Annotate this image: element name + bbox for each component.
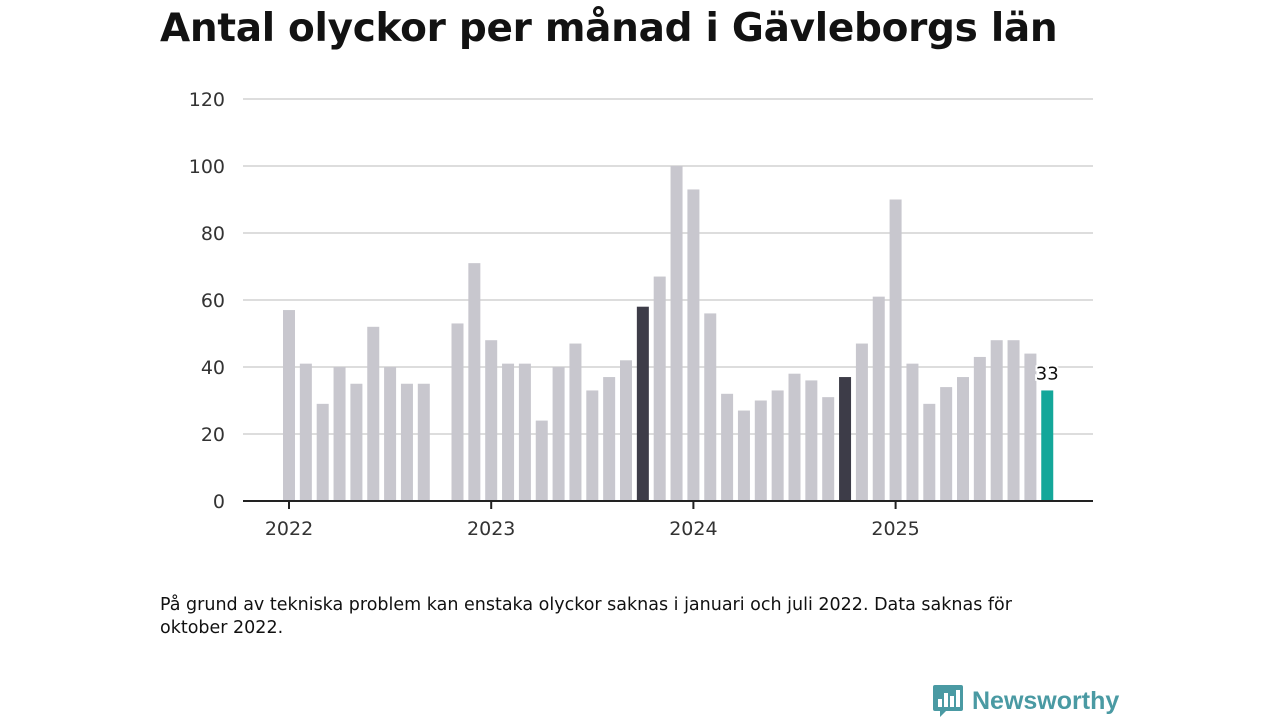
bar-2024-11: [855, 343, 868, 501]
bar-2022-08: [400, 383, 413, 501]
bar-2025-01: [889, 199, 902, 501]
bar-2024-02: [704, 313, 717, 501]
footnote: På grund av tekniska problem kan enstaka…: [160, 595, 1012, 638]
y-tick-label: 20: [201, 424, 225, 446]
y-tick-label: 120: [189, 89, 225, 111]
bar-2023-09: [620, 360, 632, 501]
bar-2025-08: [1007, 340, 1020, 501]
bar-2024-09: [822, 397, 835, 501]
y-tick-label: 80: [201, 223, 225, 245]
bar-2025-06: [973, 356, 986, 501]
bar-2024-04: [737, 410, 750, 501]
bar-2023-08: [603, 377, 616, 501]
bar-2024-12: [872, 296, 885, 501]
bar-2025-09: [1024, 353, 1037, 501]
bar-chart-speech-icon: [933, 685, 963, 717]
bar-2025-10: [1041, 390, 1054, 501]
y-tick-label: 40: [201, 357, 225, 379]
data-label-2025-10: 33: [1036, 363, 1059, 384]
bar-2022-02: [299, 363, 312, 501]
bar-2024-07: [788, 373, 801, 501]
bar-2024-05: [754, 400, 767, 501]
y-tick-label: 60: [201, 290, 225, 312]
bar-2025-02: [906, 363, 919, 501]
bar-2024-06: [771, 390, 784, 501]
x-tick-label: 2022: [265, 518, 313, 540]
bar-2023-05: [552, 367, 565, 501]
bar-2022-05: [350, 383, 363, 501]
bar-2022-07: [384, 367, 397, 501]
newsworthy-logo[interactable]: Newsworthy: [932, 684, 1119, 718]
bar-2025-05: [957, 377, 969, 501]
bar-2023-06: [569, 343, 582, 501]
bar-2022-11: [451, 323, 464, 501]
bar-2022-03: [316, 403, 329, 501]
bar-2022-04: [333, 367, 346, 501]
x-tick-label: 2024: [669, 518, 717, 540]
bar-2025-07: [990, 340, 1003, 501]
brand-name: Newsworthy: [972, 686, 1120, 715]
x-tick-label: 2025: [871, 518, 919, 540]
bar-2024-03: [721, 393, 734, 501]
x-tick-label: 2023: [467, 518, 515, 540]
bar-2023-01: [485, 340, 498, 501]
bar-2022-09: [417, 383, 430, 501]
bar-2024-10: [839, 377, 852, 501]
bar-2023-04: [535, 420, 548, 501]
chart-title: Antal olyckor per månad i Gävleborgs län: [160, 6, 1058, 51]
bar-2023-02: [502, 363, 515, 501]
bar-2022-12: [468, 263, 481, 501]
bar-2023-12: [670, 166, 683, 501]
y-tick-label: 100: [189, 156, 225, 178]
bar-2023-10: [636, 306, 649, 501]
bar-2024-01: [687, 189, 700, 501]
bar-2023-07: [586, 390, 599, 501]
bars: [283, 166, 1054, 501]
bar-2024-08: [805, 380, 818, 501]
bar-2025-03: [923, 403, 936, 501]
bar-2022-06: [367, 326, 380, 501]
y-tick-label: 0: [213, 491, 225, 513]
data-labels: 33: [1034, 361, 1061, 386]
bar-2023-11: [653, 276, 666, 501]
axes: 0 20 40 60 80 100 120 2022 2023 2024 2025: [189, 89, 1093, 540]
bar-2023-03: [518, 363, 531, 501]
bar-2025-04: [940, 387, 953, 501]
bar-2022-01: [283, 310, 295, 501]
